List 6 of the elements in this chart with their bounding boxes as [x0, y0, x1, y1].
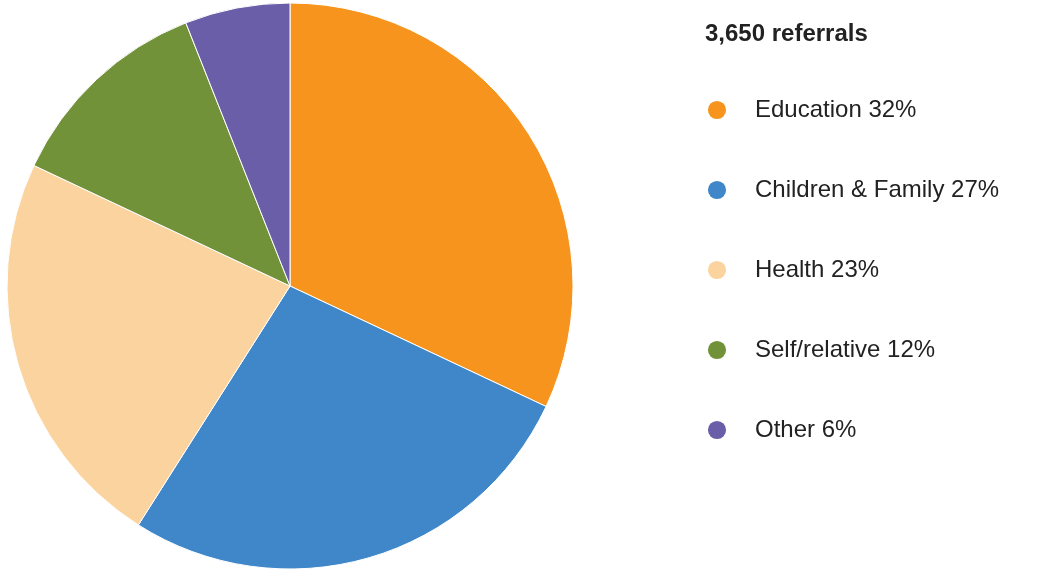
legend-label: Children & Family 27%: [755, 175, 1000, 202]
legend-label: Education 32%: [755, 95, 917, 122]
legend-label: Self/relative 12%: [755, 335, 936, 362]
legend-title: 3,650 referrals: [705, 19, 868, 46]
legend-label: Other 6%: [755, 415, 857, 442]
legend-label: Health 23%: [755, 255, 880, 282]
